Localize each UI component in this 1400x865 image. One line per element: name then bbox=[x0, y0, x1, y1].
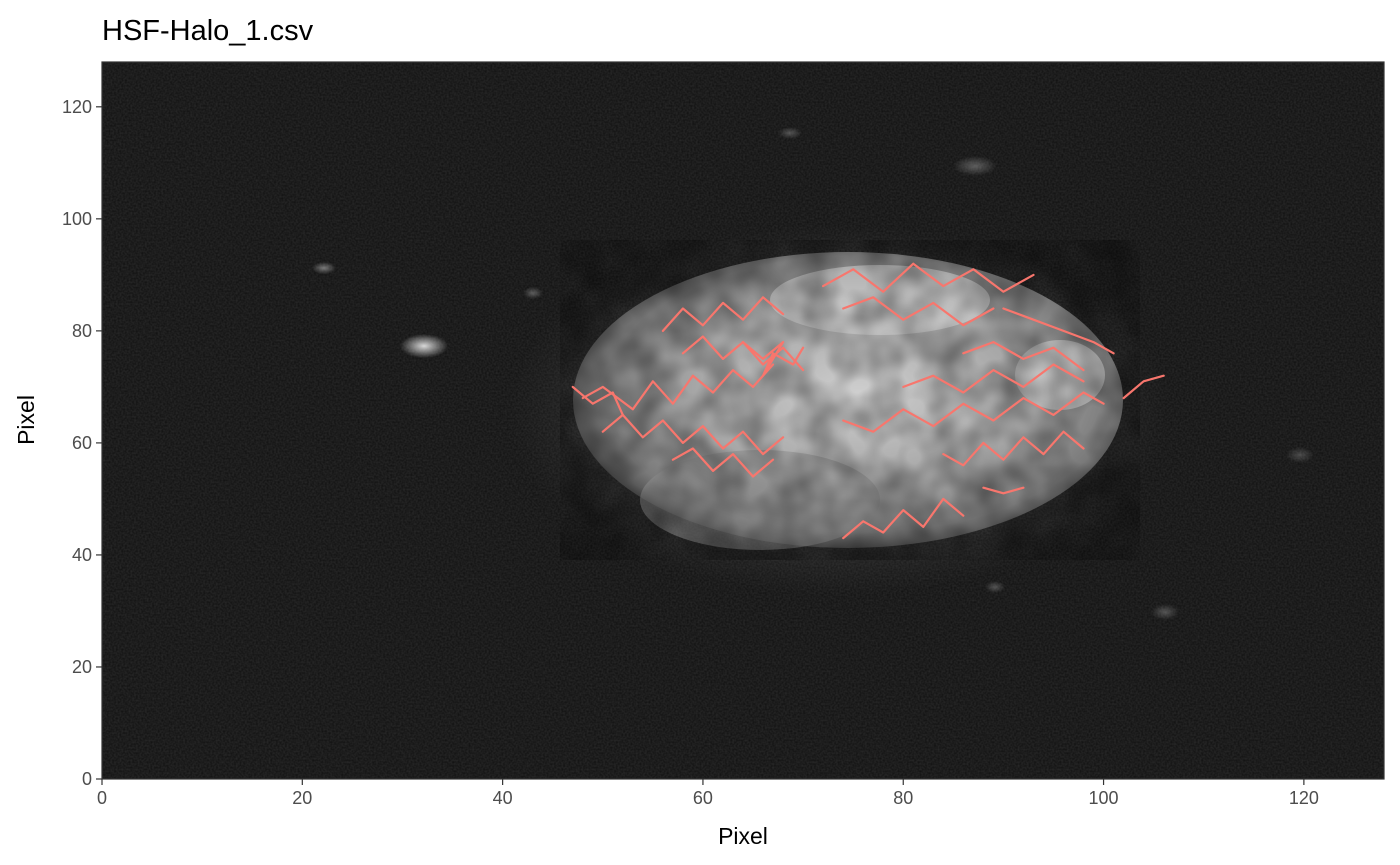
track-line-16 bbox=[1122, 374, 1165, 400]
speck-5 bbox=[778, 127, 802, 139]
speck-4 bbox=[523, 287, 543, 299]
y-axis-title: Pixel bbox=[13, 395, 39, 445]
track-line-13 bbox=[842, 497, 965, 540]
tracks-layer bbox=[571, 262, 1165, 540]
y-axis: 0 20 40 60 80 100 120 bbox=[62, 97, 102, 789]
chart-title: HSF-Halo_1.csv bbox=[102, 15, 314, 47]
track-line-2 bbox=[601, 413, 785, 456]
y-tick-label: 0 bbox=[82, 769, 92, 789]
track-line-1 bbox=[581, 363, 775, 411]
y-tick-label: 40 bbox=[72, 545, 92, 565]
speck-6 bbox=[1151, 604, 1179, 620]
track-line-5 bbox=[741, 341, 805, 377]
track-line-11 bbox=[942, 430, 1085, 467]
y-tick-label: 80 bbox=[72, 321, 92, 341]
track-line-12 bbox=[902, 363, 1085, 394]
speck-1 bbox=[400, 334, 448, 358]
x-tick-label: 120 bbox=[1289, 788, 1319, 808]
x-tick-label: 80 bbox=[893, 788, 913, 808]
speck-3 bbox=[953, 156, 997, 176]
x-tick-label: 100 bbox=[1089, 788, 1119, 808]
x-axis-title: Pixel bbox=[718, 823, 768, 849]
track-line-8 bbox=[842, 296, 995, 327]
track-line-3 bbox=[661, 296, 785, 332]
speck-7 bbox=[985, 581, 1005, 593]
speck-2 bbox=[312, 262, 336, 274]
track-line-17 bbox=[571, 385, 624, 416]
track-line-14 bbox=[962, 341, 1085, 372]
x-axis: 0 20 40 60 80 100 120 bbox=[97, 779, 1319, 808]
y-tick-label: 20 bbox=[72, 657, 92, 677]
x-tick-label: 0 bbox=[97, 788, 107, 808]
track-line-7 bbox=[821, 262, 1035, 293]
nucleus-texture bbox=[560, 240, 1140, 560]
track-line-15 bbox=[982, 486, 1025, 495]
y-tick-label: 100 bbox=[62, 209, 92, 229]
y-tick-label: 120 bbox=[62, 97, 92, 117]
x-tick-label: 40 bbox=[493, 788, 513, 808]
plot-panel bbox=[102, 62, 1384, 779]
track-line-6 bbox=[671, 447, 775, 478]
track-line-10 bbox=[842, 391, 1105, 433]
track-line-9 bbox=[1002, 307, 1115, 355]
speck-8 bbox=[1286, 447, 1314, 463]
x-tick-label: 60 bbox=[693, 788, 713, 808]
y-tick-label: 60 bbox=[72, 433, 92, 453]
panel-border bbox=[101, 61, 1385, 780]
x-tick-label: 20 bbox=[292, 788, 312, 808]
